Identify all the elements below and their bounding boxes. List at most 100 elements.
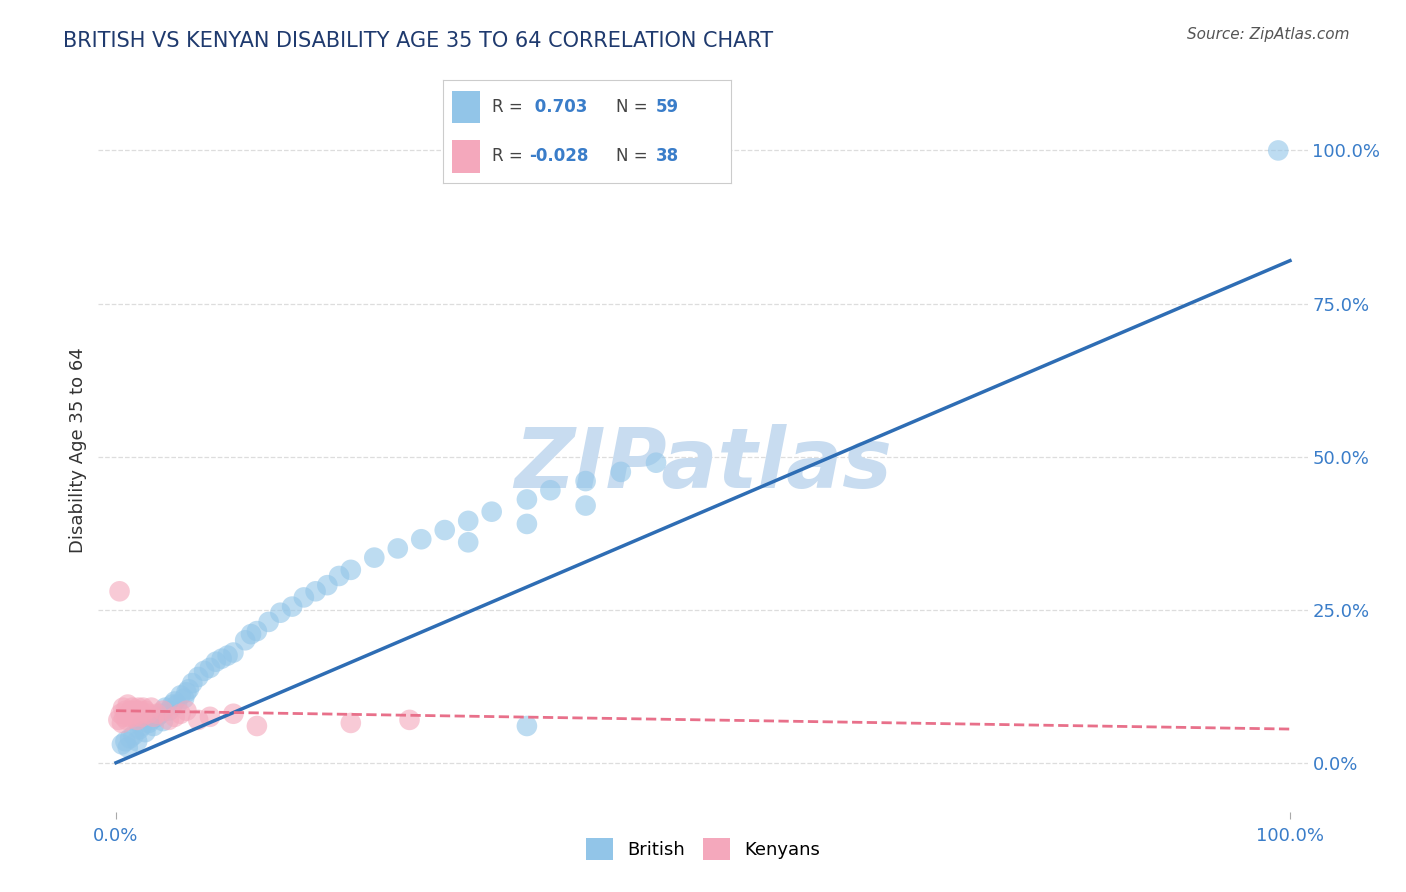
Point <box>193 664 215 678</box>
Point <box>187 670 209 684</box>
Point <box>1267 144 1289 158</box>
Point <box>163 694 186 708</box>
Point <box>575 499 598 513</box>
Point <box>120 710 142 724</box>
Point <box>146 706 169 721</box>
Point <box>222 646 245 660</box>
Point <box>152 704 174 718</box>
Point <box>111 715 134 730</box>
Point <box>240 627 263 641</box>
Text: 59: 59 <box>657 98 679 116</box>
Point <box>142 710 165 724</box>
FancyBboxPatch shape <box>451 91 481 123</box>
Point <box>127 713 149 727</box>
Point <box>112 700 135 714</box>
Point <box>111 737 134 751</box>
Point <box>163 710 186 724</box>
Point <box>246 624 269 639</box>
Text: 38: 38 <box>657 147 679 165</box>
Point <box>246 719 269 733</box>
Point <box>433 523 456 537</box>
Point <box>108 584 131 599</box>
Point <box>114 734 136 748</box>
Point <box>233 633 256 648</box>
Point <box>198 710 221 724</box>
Point <box>340 563 363 577</box>
Text: N =: N = <box>616 98 652 116</box>
Point <box>120 704 142 718</box>
Point <box>127 734 149 748</box>
Point <box>538 483 561 498</box>
Point <box>457 535 479 549</box>
Point <box>115 713 138 727</box>
Point <box>177 682 200 697</box>
Point <box>127 700 149 714</box>
Point <box>117 740 139 755</box>
Point <box>169 706 191 721</box>
Point <box>141 713 163 727</box>
Point <box>124 710 146 724</box>
Point <box>131 719 153 733</box>
Point <box>363 550 385 565</box>
Point <box>114 704 136 718</box>
Point <box>516 492 538 507</box>
Point <box>204 655 226 669</box>
Y-axis label: Disability Age 35 to 64: Disability Age 35 to 64 <box>69 348 87 553</box>
Point <box>132 700 155 714</box>
Point <box>457 514 479 528</box>
Point <box>387 541 409 556</box>
Point <box>146 710 169 724</box>
FancyBboxPatch shape <box>451 140 481 173</box>
Point <box>136 706 159 721</box>
Point <box>128 704 150 718</box>
Text: N =: N = <box>616 147 652 165</box>
Point <box>610 465 633 479</box>
Point <box>112 710 135 724</box>
Point <box>117 698 139 712</box>
Text: Source: ZipAtlas.com: Source: ZipAtlas.com <box>1187 27 1350 42</box>
Point <box>645 456 668 470</box>
Point <box>138 715 160 730</box>
Point <box>134 704 156 718</box>
Point <box>575 474 598 488</box>
Point <box>162 698 184 712</box>
Point <box>121 700 143 714</box>
Point <box>131 710 153 724</box>
Text: R =: R = <box>492 98 527 116</box>
Point <box>129 706 152 721</box>
Point <box>157 704 180 718</box>
Point <box>217 648 239 663</box>
Legend: British, Kenyans: British, Kenyans <box>578 831 828 868</box>
Point <box>149 706 172 721</box>
Point <box>516 516 538 531</box>
Point <box>187 713 209 727</box>
Text: 0.703: 0.703 <box>530 98 588 116</box>
Point <box>122 728 145 742</box>
Point <box>169 689 191 703</box>
Point <box>157 713 180 727</box>
Point <box>118 706 141 721</box>
Point <box>198 661 221 675</box>
Point <box>398 713 420 727</box>
Text: R =: R = <box>492 147 527 165</box>
Point <box>340 715 363 730</box>
Point <box>120 731 142 746</box>
Point <box>211 651 233 665</box>
Point <box>328 569 350 583</box>
Point <box>257 615 280 629</box>
Point <box>155 700 177 714</box>
Point <box>222 706 245 721</box>
Point <box>110 706 132 721</box>
Point <box>142 719 165 733</box>
Point <box>125 704 148 718</box>
Text: BRITISH VS KENYAN DISABILITY AGE 35 TO 64 CORRELATION CHART: BRITISH VS KENYAN DISABILITY AGE 35 TO 6… <box>63 31 773 51</box>
Point <box>166 698 188 712</box>
Point <box>122 706 145 721</box>
Text: ZIPatlas: ZIPatlas <box>515 425 891 506</box>
Text: -0.028: -0.028 <box>530 147 589 165</box>
Point <box>107 713 129 727</box>
Point <box>134 725 156 739</box>
Point <box>128 722 150 736</box>
Point <box>304 584 326 599</box>
Point <box>292 591 315 605</box>
